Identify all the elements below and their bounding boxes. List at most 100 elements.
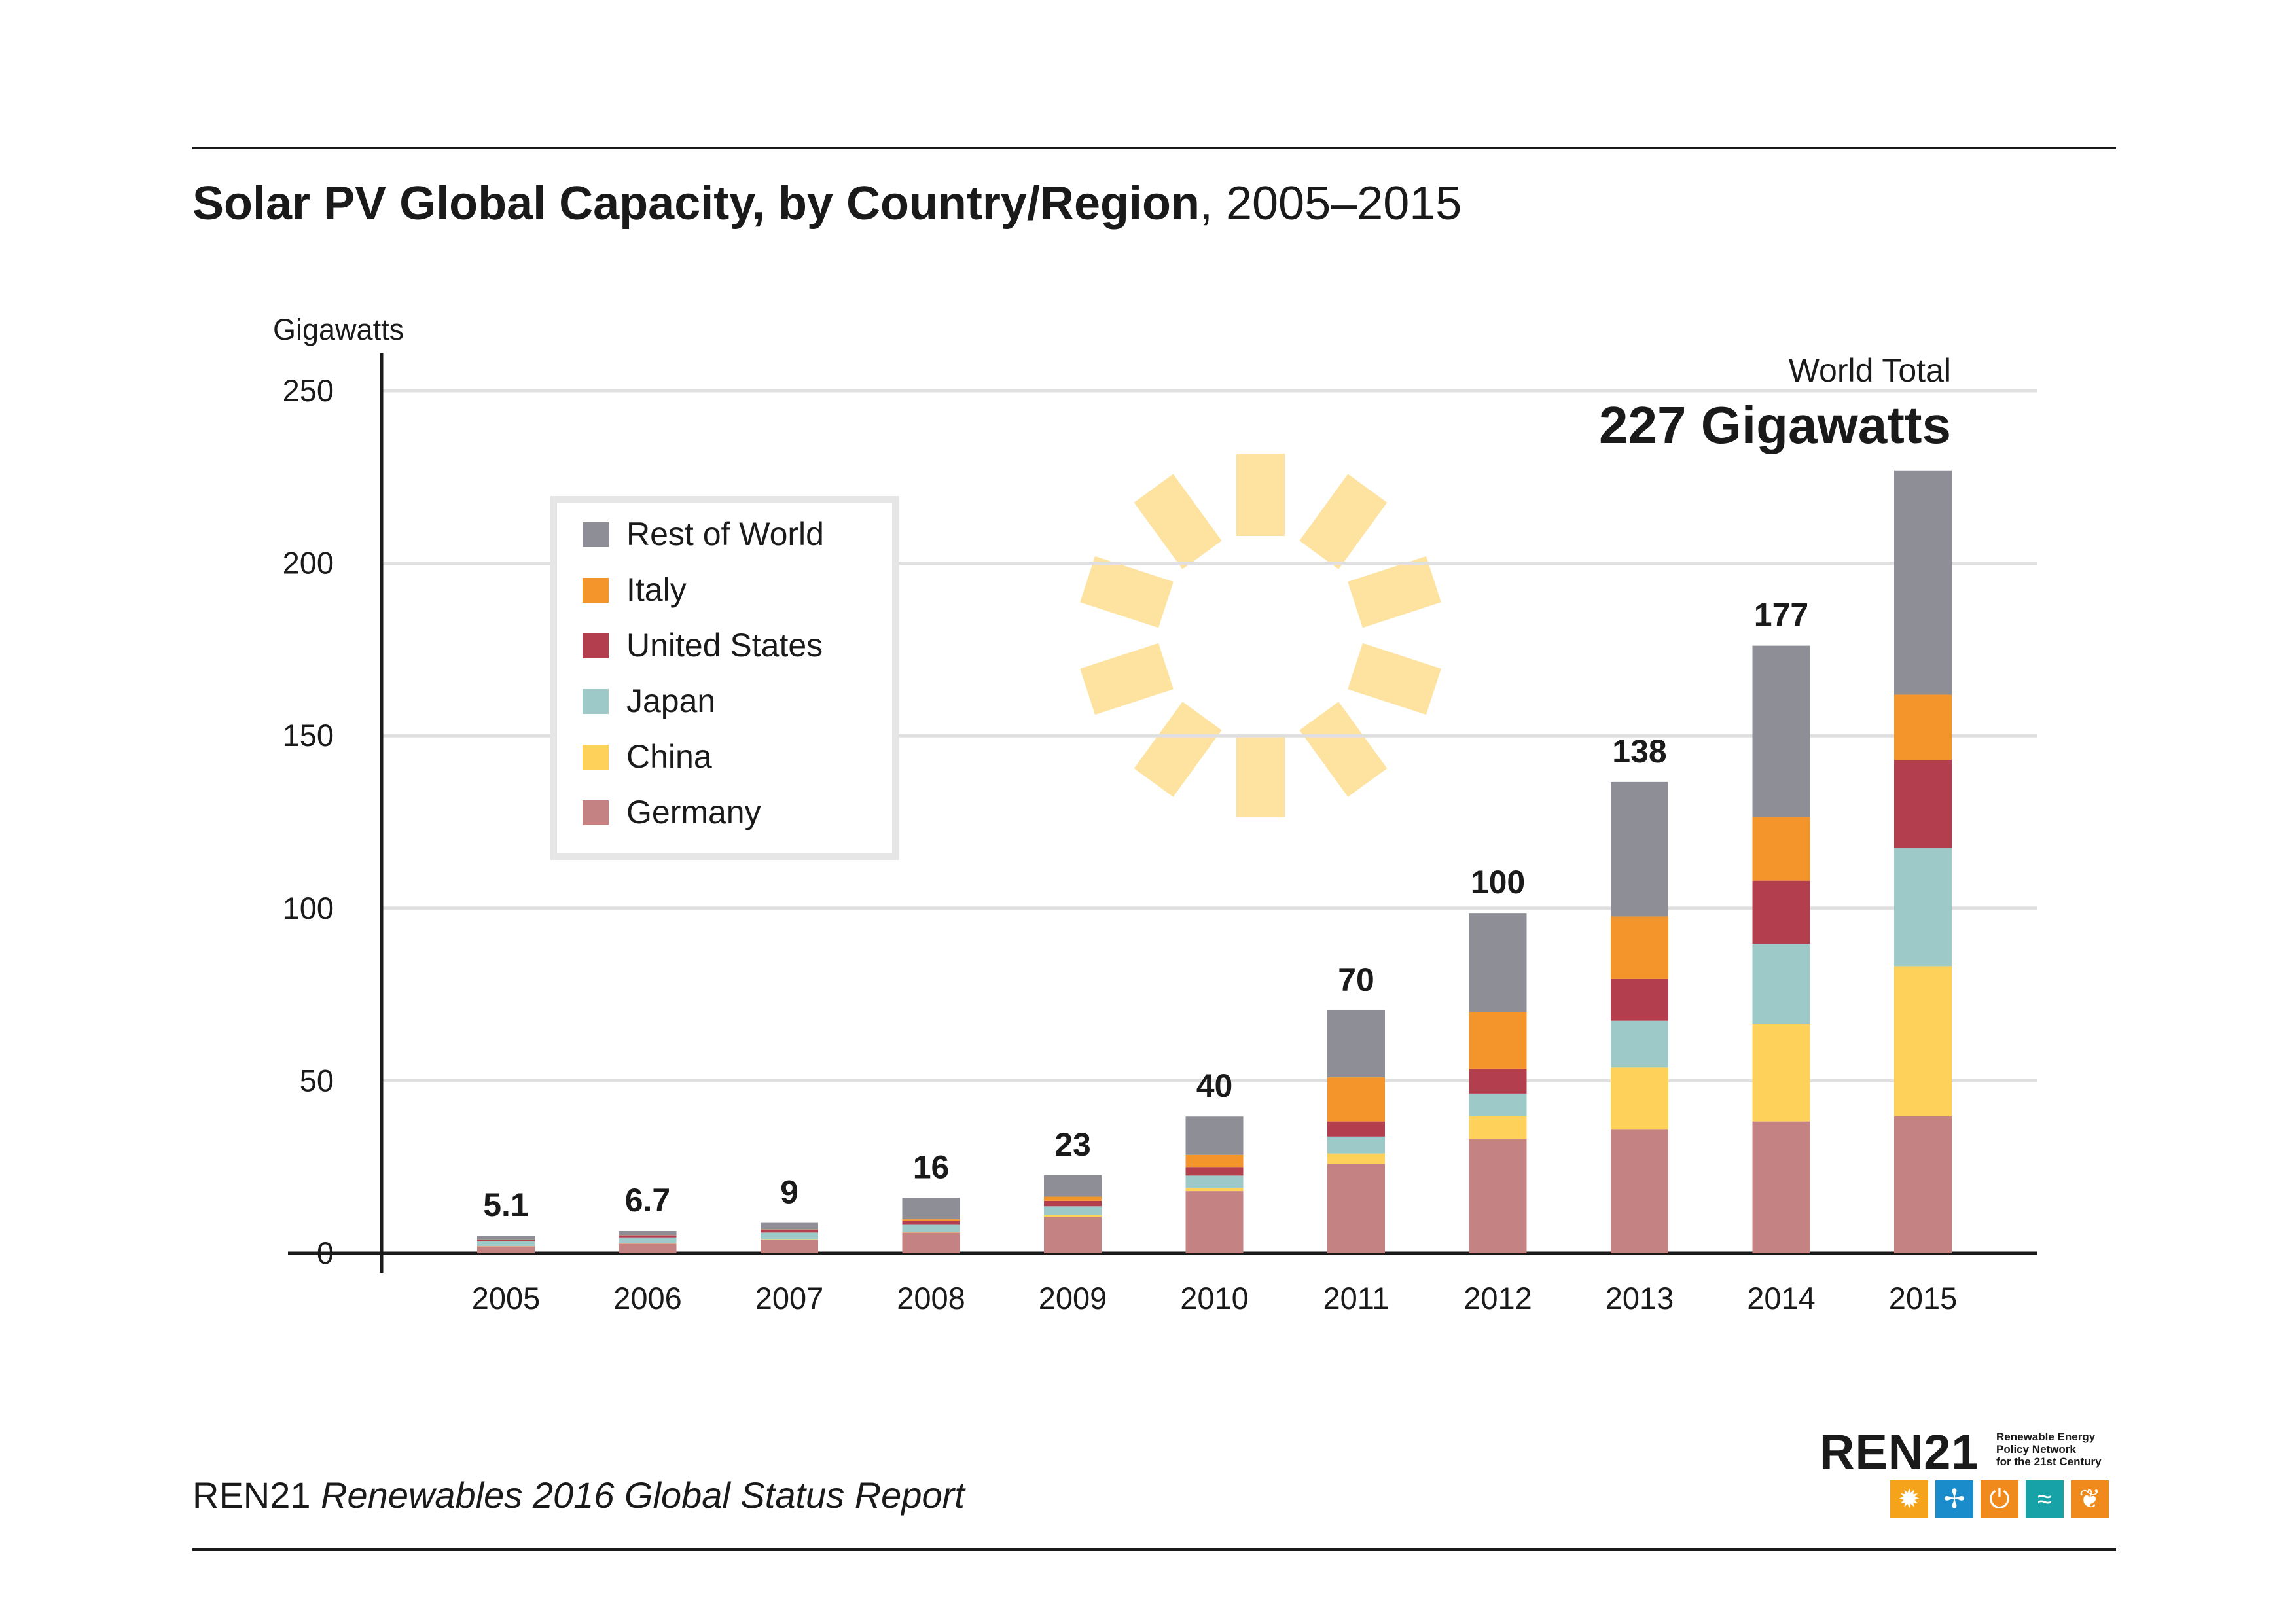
chart-title: Solar PV Global Capacity, by Country/Reg… xyxy=(192,177,1462,230)
bar-segment xyxy=(1185,1188,1244,1192)
y-tick-label: 50 xyxy=(300,1063,334,1097)
sun-ray-shape xyxy=(1348,643,1441,715)
sun-ray xyxy=(1080,643,1174,715)
bar-segment xyxy=(1469,1068,1527,1094)
sun-ray xyxy=(1080,556,1174,628)
sun-icon: ✹ xyxy=(1890,1480,1928,1518)
bar-segment xyxy=(1611,916,1668,979)
legend-swatch xyxy=(583,800,609,825)
bar-segment xyxy=(1894,1116,1952,1253)
legend-label: China xyxy=(626,738,712,775)
logo-wordmark: REN21 xyxy=(1820,1425,1979,1479)
sun-ray xyxy=(1134,702,1222,797)
bar-segment xyxy=(1327,1077,1385,1122)
sun-ray-shape xyxy=(1299,474,1388,569)
bars xyxy=(477,470,1952,1253)
bar-segment xyxy=(761,1239,818,1253)
total-label: 100 xyxy=(1471,864,1525,901)
sun-ray-shape xyxy=(1236,735,1285,817)
bar-segment xyxy=(1752,944,1810,1024)
labels: Gigawatts 0 50 100 150 200 250 2005 2006 2007 2008… xyxy=(273,313,1957,1315)
x-tick-label: 2005 xyxy=(472,1281,541,1315)
total-label: 40 xyxy=(1196,1067,1233,1104)
bar-segment xyxy=(619,1235,677,1238)
x-tick-label: 2010 xyxy=(1180,1281,1249,1315)
bar-segment xyxy=(761,1232,818,1240)
bar-segment xyxy=(619,1243,677,1244)
sun-ray-shape xyxy=(1134,702,1222,797)
sun-icon xyxy=(1080,454,1441,817)
bar-segment xyxy=(902,1221,960,1225)
total-label: 16 xyxy=(913,1149,950,1185)
bar-segment xyxy=(1469,1093,1527,1116)
sun-ray xyxy=(1299,702,1388,797)
world-total-label: World Total xyxy=(1789,352,1951,389)
chart-title-years: , 2005–2015 xyxy=(1199,177,1462,230)
sun-ray xyxy=(1134,474,1222,569)
bar-segment xyxy=(1327,1136,1385,1154)
bar-segment xyxy=(619,1237,677,1243)
bar-segment xyxy=(1327,1153,1385,1164)
legend: Rest of World Italy United States Japan Chin… xyxy=(550,496,899,860)
bar-segment xyxy=(1752,1024,1810,1122)
x-tick-label: 2014 xyxy=(1747,1281,1816,1315)
bar-segment xyxy=(1894,470,1952,695)
sun-ray xyxy=(1236,735,1285,817)
bar-segment xyxy=(761,1222,818,1230)
bar-segment xyxy=(1185,1175,1244,1188)
bar-segment xyxy=(1611,1020,1668,1068)
y-axis-label: Gigawatts xyxy=(273,313,404,346)
legend-label: Rest of World xyxy=(626,516,824,552)
sun-ray-shape xyxy=(1348,556,1441,628)
legend-swatch xyxy=(583,633,609,658)
power-icon: ⏻ xyxy=(1981,1480,2018,1518)
legend-label: Germany xyxy=(626,794,761,830)
bar-segment xyxy=(1752,645,1810,817)
bar-segment xyxy=(1611,781,1668,917)
footer-publication: Renewables 2016 Global Status Report xyxy=(321,1474,965,1516)
leaf-icon: ❦ xyxy=(2071,1480,2109,1518)
y-tick-label: 250 xyxy=(283,373,334,408)
bar-segment xyxy=(1752,880,1810,944)
bar-segment xyxy=(1469,1012,1527,1069)
x-tick-label: 2015 xyxy=(1889,1281,1958,1315)
sun-ray-shape xyxy=(1134,474,1222,569)
sun-ray-shape xyxy=(1299,702,1388,797)
sun-ray xyxy=(1348,556,1441,628)
total-label: 23 xyxy=(1054,1126,1091,1163)
x-tick-label: 2011 xyxy=(1323,1281,1389,1315)
total-label: 9 xyxy=(780,1174,798,1211)
bar-segment xyxy=(1894,694,1952,760)
legend-swatch xyxy=(583,522,609,547)
bar-segment xyxy=(1185,1154,1244,1168)
sun-ray-shape xyxy=(1080,556,1174,628)
x-tick-label: 2009 xyxy=(1039,1281,1107,1315)
total-label: 70 xyxy=(1338,961,1374,998)
bar-segment xyxy=(477,1236,535,1240)
bar-segment xyxy=(1611,1067,1668,1130)
bar-segment xyxy=(1044,1206,1102,1216)
bar-segment xyxy=(619,1230,677,1236)
bar-segment xyxy=(1611,1129,1668,1253)
total-label: 5.1 xyxy=(483,1186,529,1223)
bar-segment xyxy=(477,1240,535,1241)
y-tick-label: 100 xyxy=(283,891,334,925)
top-rule xyxy=(192,147,2116,149)
sun-ray-shape xyxy=(1080,643,1174,715)
wind-icon: ✢ xyxy=(1935,1480,1973,1518)
axes xyxy=(288,353,2037,1273)
bar-segment xyxy=(902,1198,960,1220)
bar-segment xyxy=(619,1243,677,1253)
bar-segment xyxy=(1327,1010,1385,1078)
bar-segment xyxy=(1611,978,1668,1021)
logo-tagline-line: Policy Network xyxy=(1996,1443,2076,1455)
bottom-rule xyxy=(192,1548,2116,1551)
total-label: 177 xyxy=(1754,597,1808,633)
x-tick-label: 2008 xyxy=(897,1281,965,1315)
bar-segment xyxy=(1044,1215,1102,1217)
total-label: 6.7 xyxy=(625,1182,671,1219)
logo-tagline-line: Renewable Energy xyxy=(1996,1431,2096,1443)
bar-segment xyxy=(1044,1217,1102,1253)
bar-segment xyxy=(1044,1200,1102,1207)
